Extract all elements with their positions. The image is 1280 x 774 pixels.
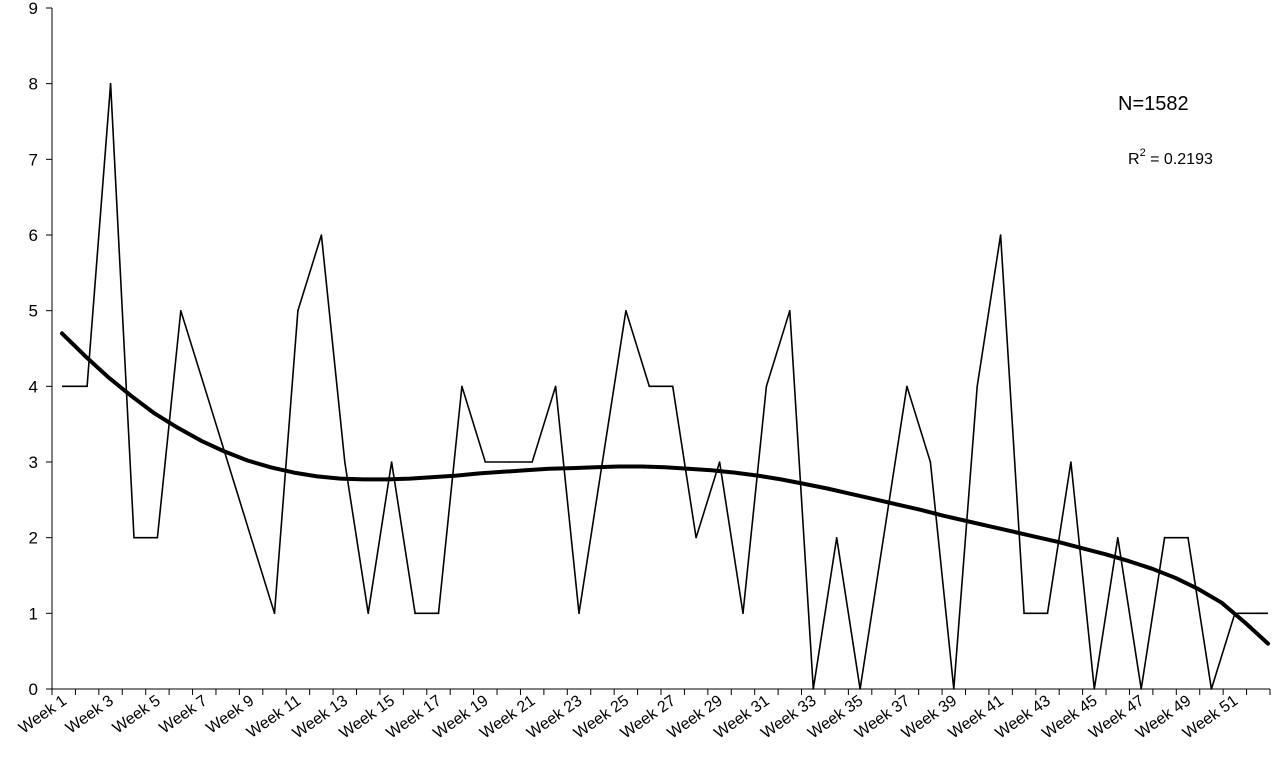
data-point bbox=[718, 461, 721, 463]
data-point bbox=[742, 612, 744, 615]
y-tick-label: 6 bbox=[29, 226, 38, 245]
data-point bbox=[789, 309, 791, 312]
data-point bbox=[859, 688, 861, 690]
y-tick-label: 8 bbox=[29, 75, 38, 94]
data-point bbox=[203, 385, 206, 388]
y-tick-label: 7 bbox=[29, 150, 38, 169]
data-point bbox=[625, 309, 627, 312]
data-point bbox=[484, 461, 487, 463]
x-tick-label: Week 1 bbox=[16, 692, 70, 737]
data-point bbox=[835, 536, 838, 539]
y-tick-label: 2 bbox=[29, 529, 38, 548]
y-axis: 0 1 2 3 4 5 6 7 8 9 bbox=[29, 0, 53, 699]
data-point bbox=[437, 612, 440, 615]
data-point bbox=[390, 461, 393, 463]
data-point bbox=[86, 385, 88, 388]
data-point bbox=[507, 461, 510, 463]
data-point bbox=[952, 688, 955, 690]
data-point bbox=[1163, 536, 1166, 539]
r-squared-value: = 0.2193 bbox=[1146, 151, 1213, 168]
data-point bbox=[250, 536, 252, 539]
data-point bbox=[62, 385, 65, 388]
data-point bbox=[343, 461, 346, 463]
y-tick-label: 0 bbox=[29, 680, 38, 699]
data-series bbox=[62, 82, 1268, 690]
data-point bbox=[601, 461, 604, 463]
x-tick-label: Week 3 bbox=[63, 692, 117, 737]
sample-size-annotation: N=1582 bbox=[1118, 93, 1189, 115]
data-point bbox=[180, 309, 182, 312]
data-point bbox=[976, 385, 979, 388]
y-tick-label: 5 bbox=[29, 302, 38, 321]
data-point bbox=[1210, 688, 1213, 690]
data-point bbox=[906, 385, 908, 388]
data-point bbox=[1046, 612, 1049, 615]
data-point bbox=[273, 612, 276, 615]
trendline-curve bbox=[60, 331, 1270, 646]
data-point bbox=[1093, 688, 1096, 690]
trendline bbox=[60, 331, 1270, 646]
data-point bbox=[109, 82, 112, 85]
data-point bbox=[1257, 612, 1260, 615]
x-tick-label: Week 7 bbox=[157, 692, 211, 737]
data-point bbox=[695, 536, 697, 539]
data-point bbox=[531, 461, 533, 463]
data-point bbox=[414, 612, 416, 615]
y-tick-label: 1 bbox=[29, 604, 38, 623]
r-squared-superscript: 2 bbox=[1140, 147, 1146, 159]
r-squared-symbol: R bbox=[1128, 151, 1140, 168]
y-tick-label: 3 bbox=[29, 453, 38, 472]
data-point bbox=[554, 385, 557, 388]
data-point bbox=[367, 612, 370, 615]
data-point bbox=[882, 536, 885, 539]
data-point bbox=[1187, 536, 1189, 539]
data-point bbox=[156, 536, 159, 539]
data-point bbox=[226, 461, 229, 463]
data-point bbox=[1140, 688, 1142, 690]
data-point bbox=[133, 536, 135, 539]
data-point bbox=[297, 309, 299, 312]
data-point bbox=[461, 385, 463, 388]
data-point bbox=[648, 385, 651, 388]
data-point bbox=[812, 688, 815, 690]
r-squared-annotation: R2 = 0.2193 bbox=[1128, 147, 1213, 168]
data-point bbox=[320, 234, 323, 236]
y-tick-label: 4 bbox=[29, 377, 38, 396]
data-point bbox=[929, 461, 932, 463]
data-point bbox=[999, 234, 1002, 236]
data-point bbox=[1116, 536, 1119, 539]
data-point bbox=[765, 385, 768, 388]
data-point bbox=[1023, 612, 1025, 615]
y-tick-label: 9 bbox=[29, 0, 38, 18]
data-point bbox=[1070, 461, 1072, 463]
data-point bbox=[671, 385, 674, 388]
x-tick-label: Week 5 bbox=[110, 692, 164, 737]
series-line bbox=[62, 83, 1268, 690]
data-point bbox=[578, 612, 580, 615]
